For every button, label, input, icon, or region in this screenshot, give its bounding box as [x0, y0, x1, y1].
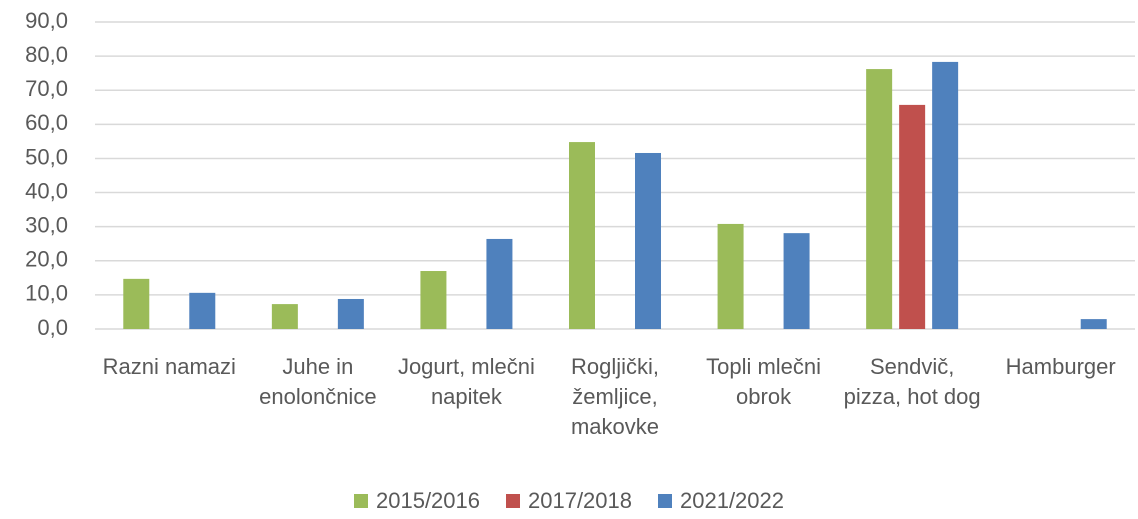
x-tick-label: Hamburger — [1005, 354, 1116, 379]
y-tick-label: 50,0 — [25, 144, 68, 169]
legend: 2015/2016 2017/2018 2021/2022 — [0, 488, 1138, 514]
legend-item: 2017/2018 — [506, 488, 632, 514]
bar — [189, 292, 216, 329]
y-tick-label: 80,0 — [25, 42, 68, 67]
legend-swatch — [506, 494, 520, 508]
y-tick-label: 20,0 — [25, 247, 68, 272]
y-tick-label: 10,0 — [25, 281, 68, 306]
bar — [123, 278, 150, 329]
y-tick-label: 60,0 — [25, 110, 68, 135]
bar — [866, 69, 893, 329]
bar — [420, 271, 447, 329]
bar — [569, 142, 595, 329]
y-tick-label: 0,0 — [37, 315, 68, 340]
legend-label: 2021/2022 — [680, 488, 784, 513]
legend-label: 2017/2018 — [528, 488, 632, 513]
y-tick-label: 30,0 — [25, 212, 68, 237]
bar — [337, 298, 364, 329]
bar — [932, 61, 959, 329]
bar — [635, 152, 661, 329]
legend-item: 2015/2016 — [354, 488, 480, 514]
y-tick-label: 70,0 — [25, 76, 68, 101]
bar — [783, 233, 810, 329]
bar — [486, 238, 513, 329]
bar — [717, 223, 744, 329]
legend-label: 2015/2016 — [376, 488, 480, 513]
x-tick-label: Sendvič, pizza, hot dog — [843, 354, 981, 409]
y-tick-label: 90,0 — [25, 8, 68, 33]
bar — [1080, 319, 1107, 329]
x-tick-label: Juhe in enolončnice — [259, 354, 377, 409]
x-tick-label: Razni namazi — [102, 354, 236, 379]
x-tick-label: Topli mlečni obrok — [706, 354, 822, 409]
legend-item: 2021/2022 — [658, 488, 784, 514]
y-tick-label: 40,0 — [25, 178, 68, 203]
x-tick-label: Jogurt, mlečni napitek — [397, 354, 535, 409]
legend-swatch — [658, 494, 672, 508]
x-tick-label: Rogljički, žemljice, makovke — [570, 354, 660, 439]
legend-swatch — [354, 494, 368, 508]
bar — [899, 104, 926, 329]
bar — [271, 304, 298, 329]
